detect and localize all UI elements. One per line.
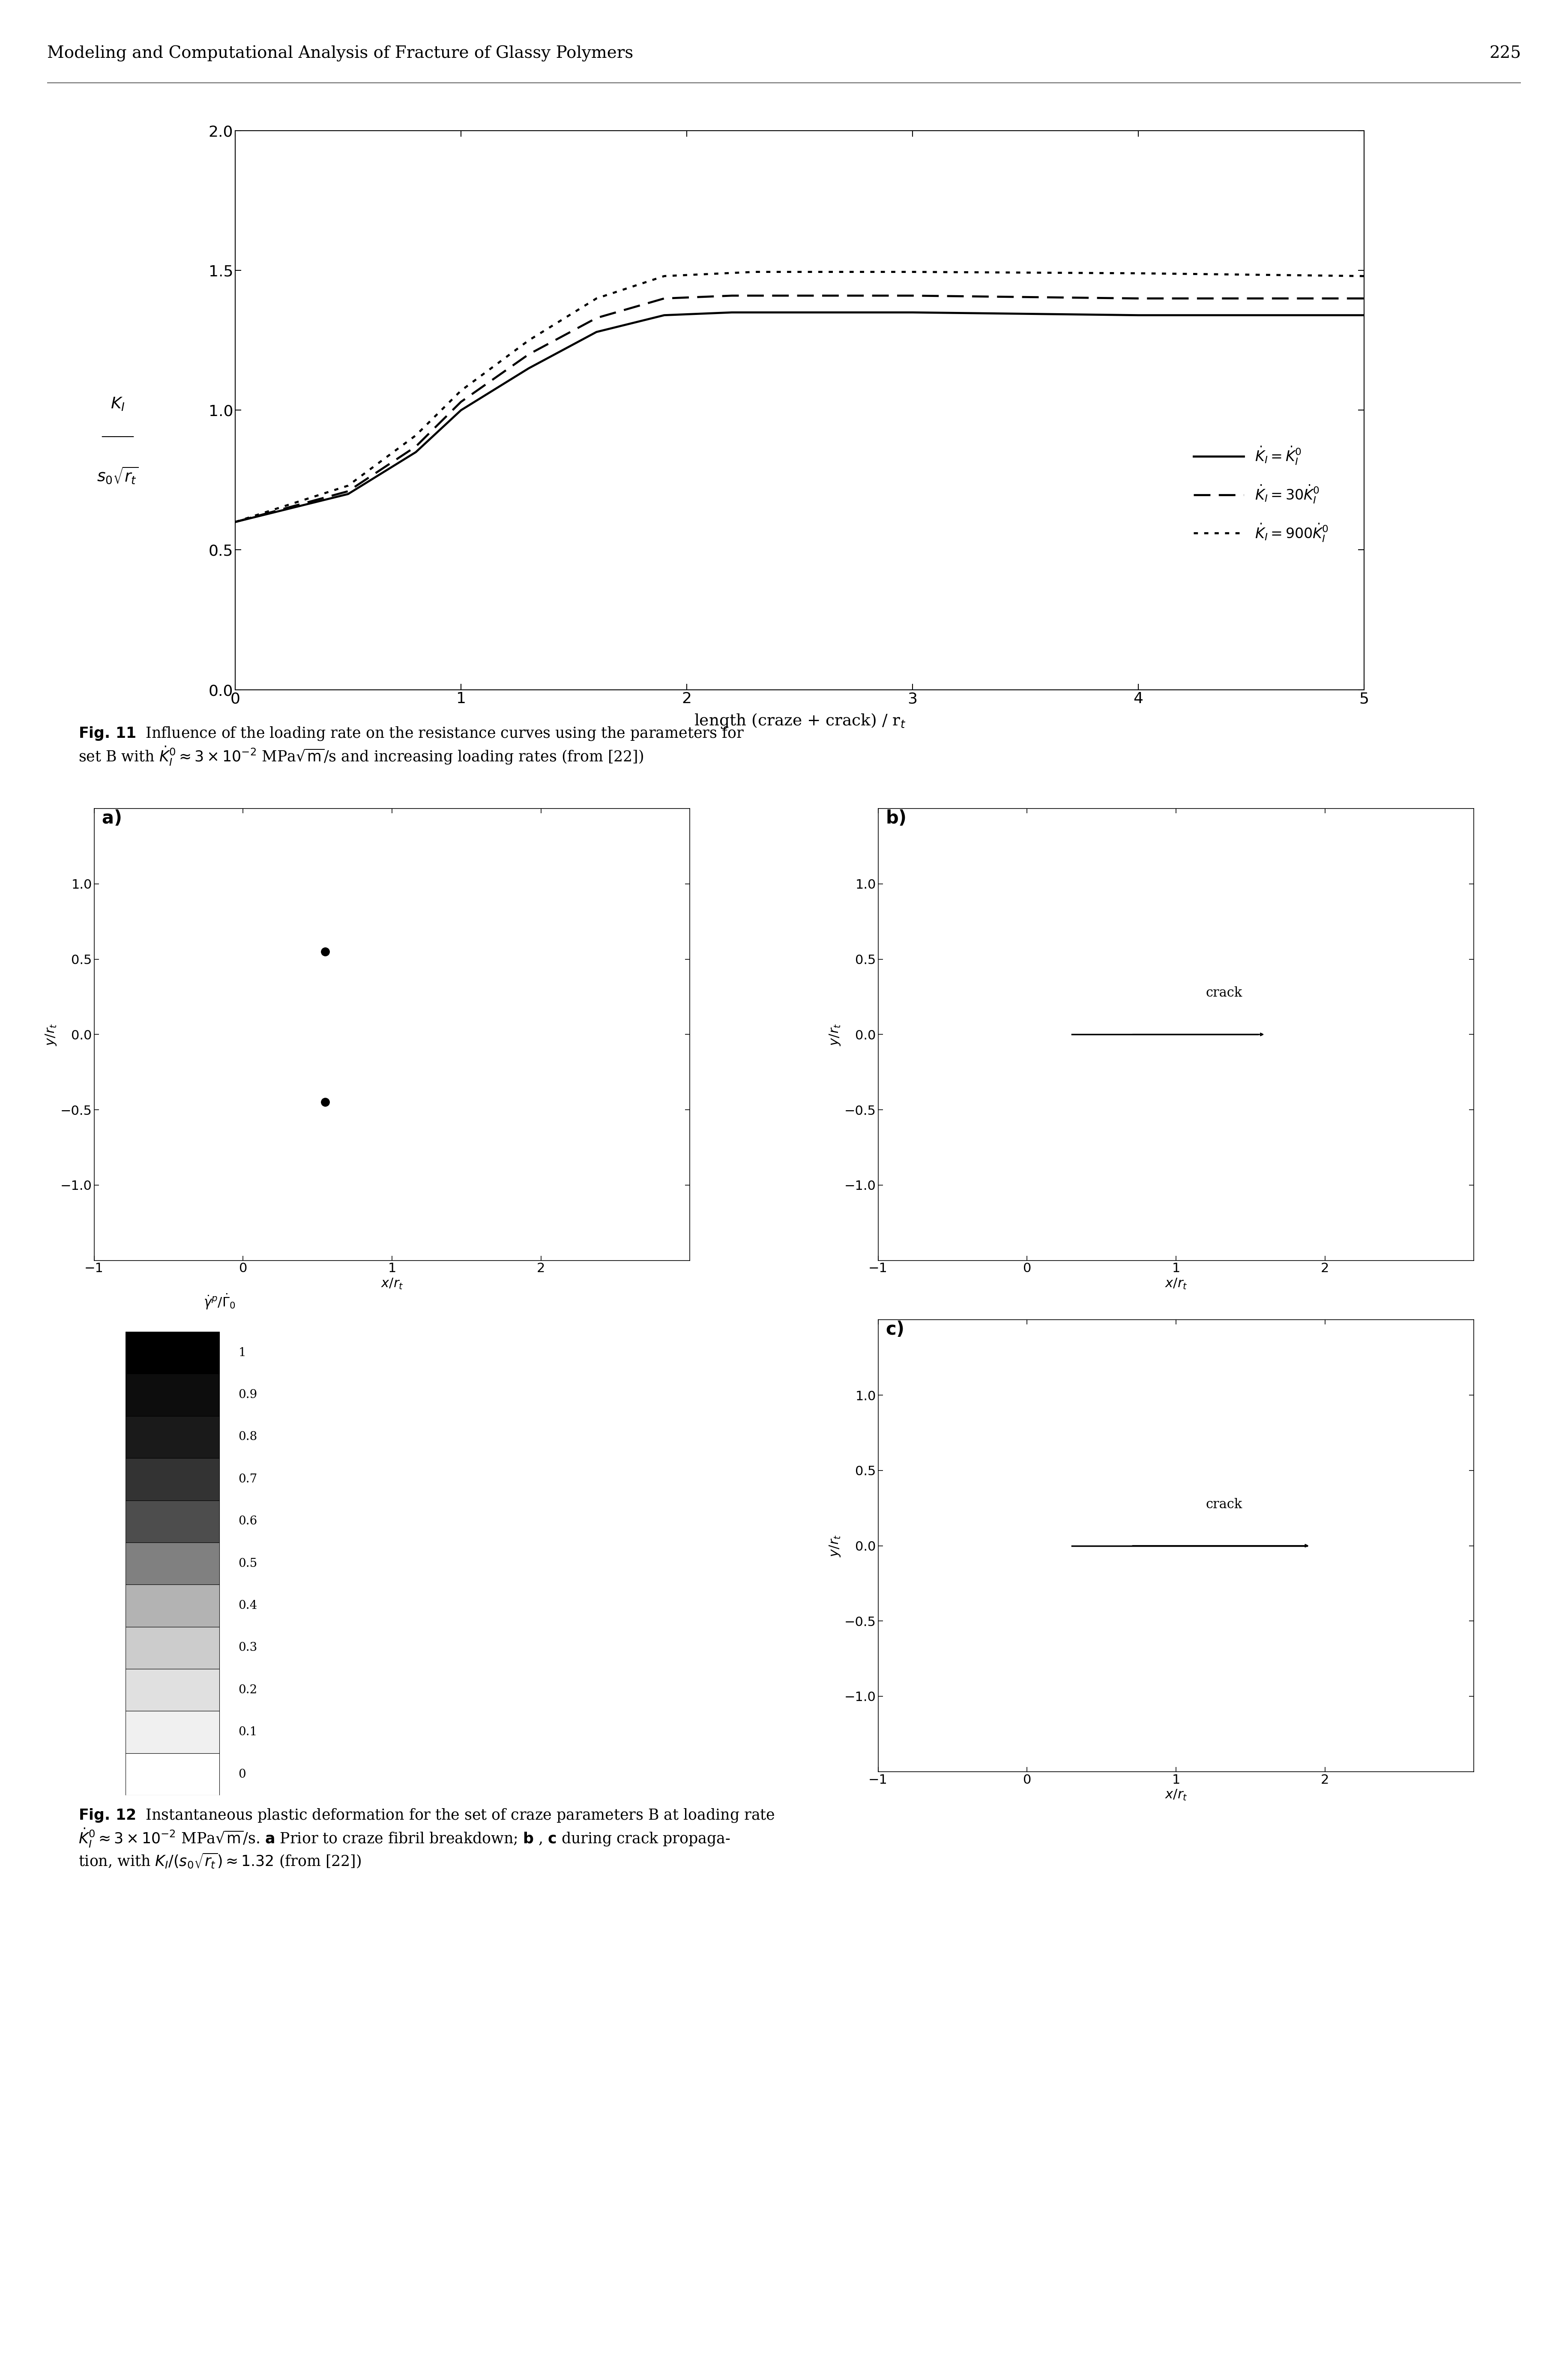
Bar: [125, 1332, 220, 1374]
Bar: [125, 1584, 220, 1627]
Bar: [125, 1543, 220, 1584]
Bar: [125, 1669, 220, 1712]
Text: $\mathbf{c)}$: $\mathbf{c)}$: [886, 1320, 903, 1339]
Text: 0.9: 0.9: [238, 1389, 257, 1401]
Bar: [125, 1753, 220, 1795]
X-axis label: length (craze + crack) / r$_t$: length (craze + crack) / r$_t$: [693, 713, 906, 730]
Text: 0.8: 0.8: [238, 1432, 257, 1443]
Bar: [125, 1374, 220, 1415]
Y-axis label: $y/r_t$: $y/r_t$: [44, 1023, 58, 1046]
Bar: [125, 1712, 220, 1753]
Text: $\dot{\gamma}^p / \dot{\Gamma}_0$: $\dot{\gamma}^p / \dot{\Gamma}_0$: [204, 1291, 235, 1310]
Text: ─────: ─────: [102, 433, 133, 442]
Text: 225: 225: [1490, 45, 1521, 62]
Text: 0.6: 0.6: [238, 1515, 257, 1527]
Text: 0.2: 0.2: [238, 1684, 257, 1696]
Text: $K_I$: $K_I$: [110, 397, 125, 411]
Text: 0.1: 0.1: [238, 1726, 257, 1738]
Bar: [125, 1458, 220, 1501]
X-axis label: $x/r_t$: $x/r_t$: [1165, 1788, 1187, 1803]
Legend: $\dot{K}_I = \dot{K}_I^0$, $\dot{K}_I = 30\dot{K}_I^0$, $\dot{K}_I = 900\dot{K}_: $\dot{K}_I = \dot{K}_I^0$, $\dot{K}_I = …: [1189, 440, 1334, 549]
Text: crack: crack: [1206, 987, 1242, 999]
Text: $\mathbf{a)}$: $\mathbf{a)}$: [102, 809, 121, 828]
Y-axis label: $y/r_t$: $y/r_t$: [828, 1023, 842, 1046]
Text: $s_0\sqrt{r_t}$: $s_0\sqrt{r_t}$: [97, 466, 138, 485]
Text: crack: crack: [1206, 1498, 1242, 1510]
X-axis label: $x/r_t$: $x/r_t$: [1165, 1277, 1187, 1291]
Text: 0.7: 0.7: [238, 1474, 257, 1484]
Text: 0: 0: [238, 1769, 246, 1781]
Text: Modeling and Computational Analysis of Fracture of Glassy Polymers: Modeling and Computational Analysis of F…: [47, 45, 633, 62]
X-axis label: $x/r_t$: $x/r_t$: [381, 1277, 403, 1291]
Bar: [125, 1627, 220, 1669]
Bar: [125, 1415, 220, 1458]
Text: $\mathbf{b)}$: $\mathbf{b)}$: [886, 809, 906, 828]
Text: $\mathbf{Fig.\,12}$  Instantaneous plastic deformation for the set of craze para: $\mathbf{Fig.\,12}$ Instantaneous plasti…: [78, 1807, 775, 1869]
Bar: [125, 1501, 220, 1543]
Text: $\mathbf{Fig.\,11}$  Influence of the loading rate on the resistance curves usin: $\mathbf{Fig.\,11}$ Influence of the loa…: [78, 725, 745, 768]
Text: 0.5: 0.5: [238, 1558, 257, 1569]
Y-axis label: $y/r_t$: $y/r_t$: [828, 1534, 842, 1558]
Text: 0.4: 0.4: [238, 1600, 257, 1612]
Text: 1: 1: [238, 1346, 246, 1358]
Text: 0.3: 0.3: [238, 1643, 257, 1653]
